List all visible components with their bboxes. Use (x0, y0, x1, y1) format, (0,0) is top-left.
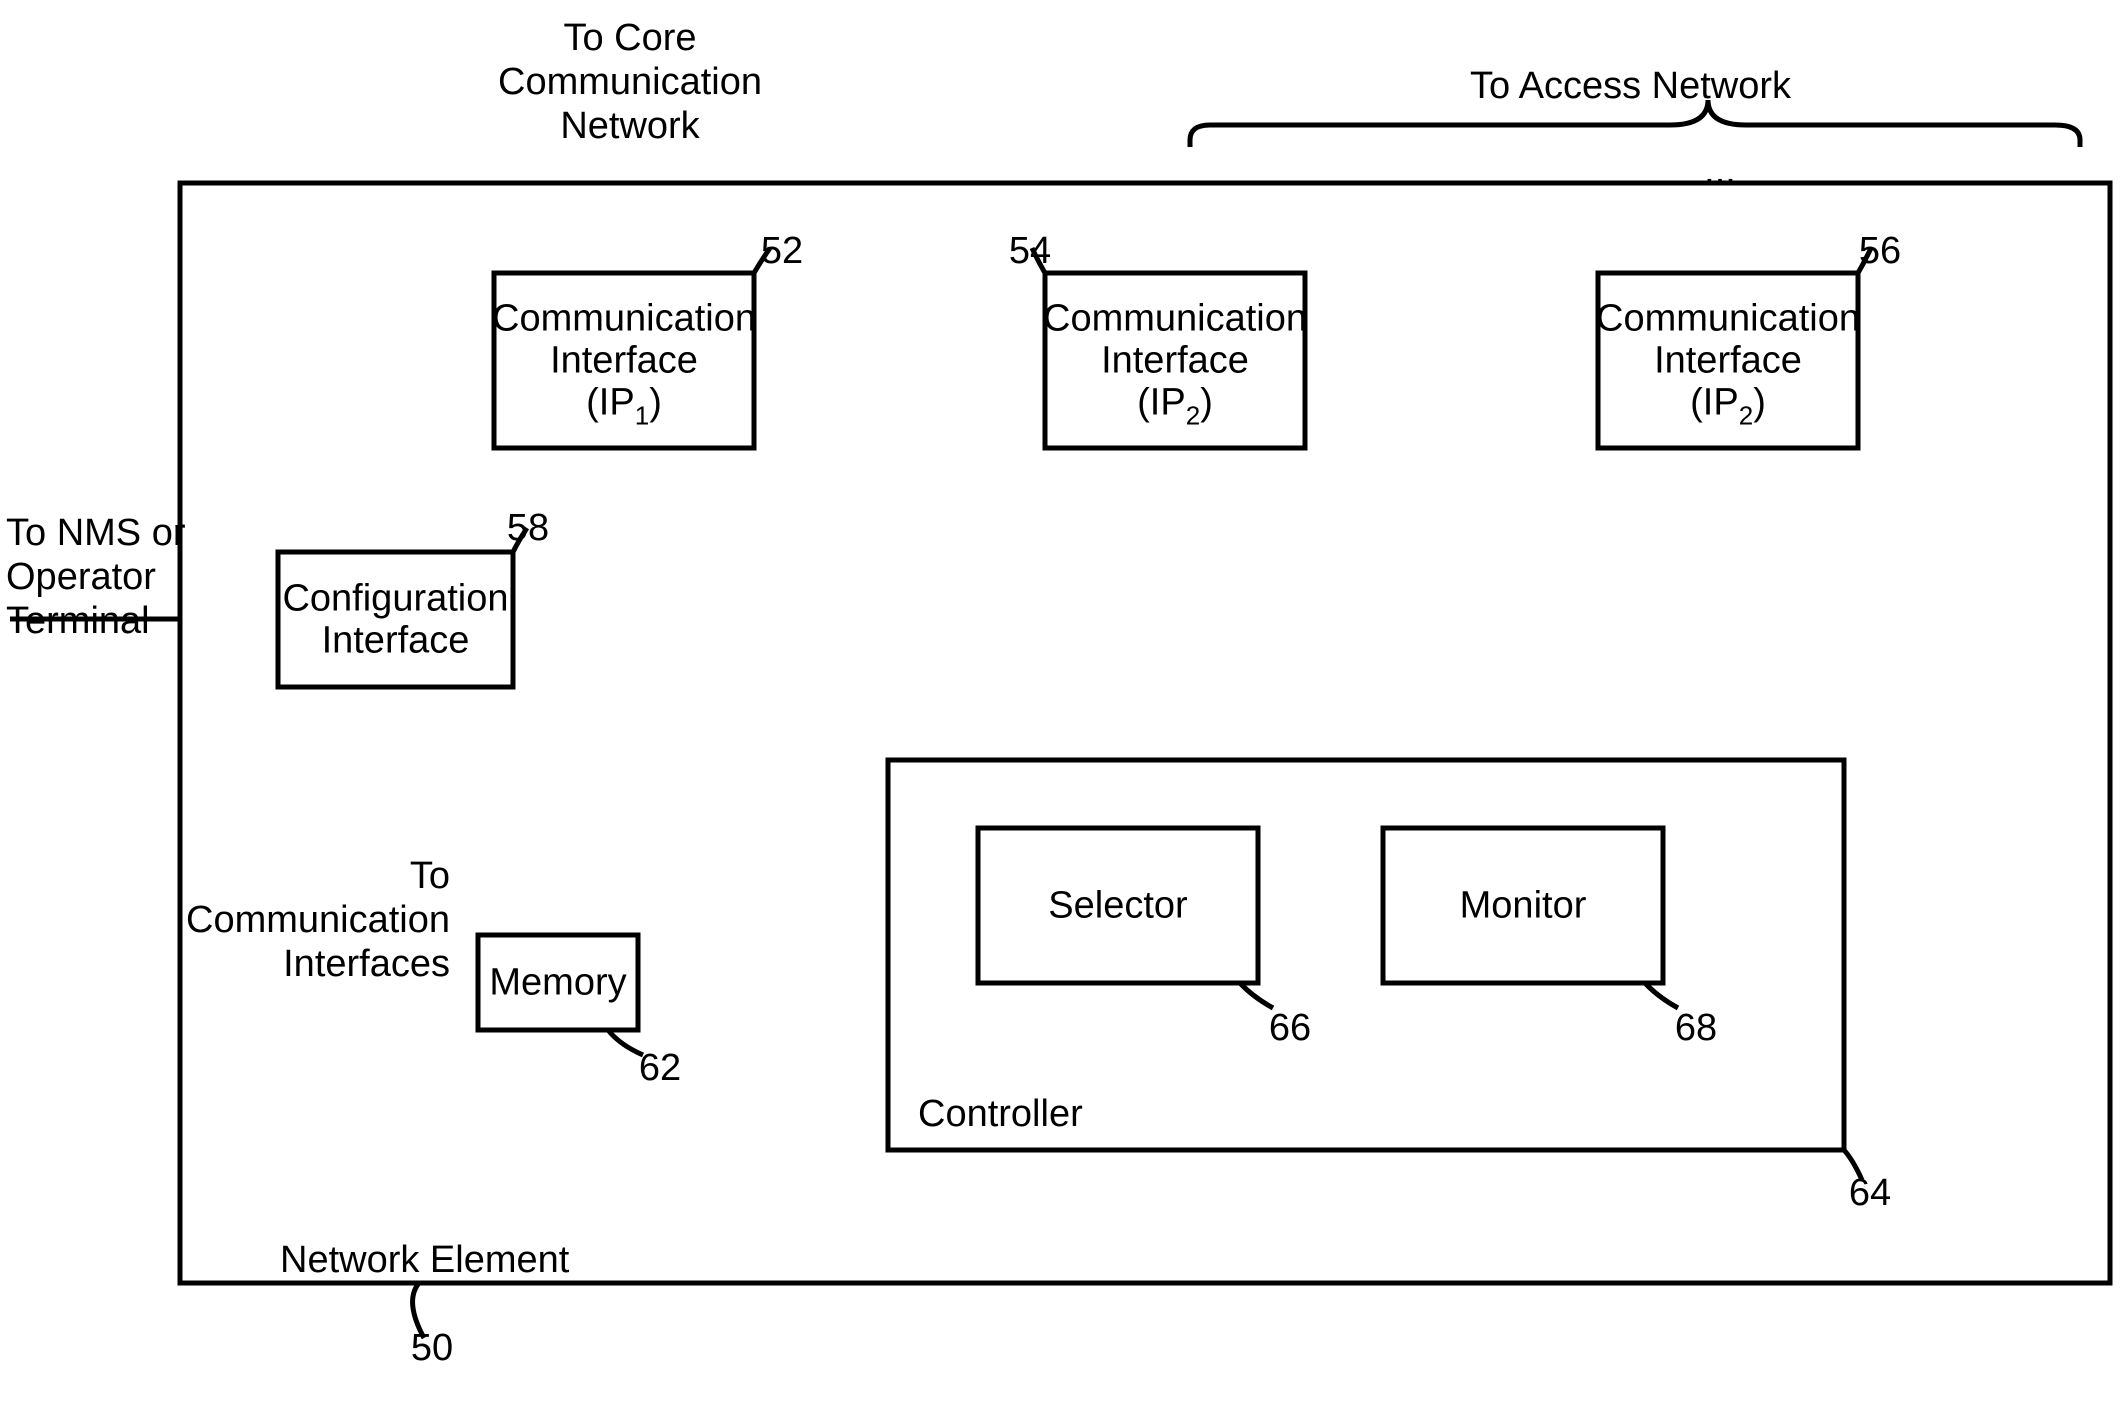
svg-text:Interface: Interface (322, 620, 470, 662)
svg-text:(IP1): (IP1) (586, 382, 662, 431)
svg-text:To: To (410, 855, 450, 897)
svg-text:Interface: Interface (1101, 340, 1249, 382)
ext-access: To Access Network (1470, 65, 1792, 107)
svg-text:56: 56 (1859, 230, 1901, 272)
ext-core: To CoreCommunicationNetwork (498, 17, 762, 147)
e-brace (1190, 100, 2080, 147)
svg-text:Communication: Communication (1043, 298, 1307, 340)
svg-text:Configuration: Configuration (282, 578, 508, 620)
svg-text:Network: Network (560, 105, 700, 147)
svg-text:Memory: Memory (489, 962, 626, 1004)
svg-text:Terminal: Terminal (6, 600, 150, 642)
svg-text:To NMS or: To NMS or (6, 512, 186, 554)
svg-text:Interface: Interface (550, 340, 698, 382)
svg-text:...: ... (1704, 150, 1736, 192)
svg-text:52: 52 (761, 230, 803, 272)
svg-text:Communication: Communication (492, 298, 756, 340)
svg-text:Controller: Controller (918, 1093, 1083, 1135)
svg-text:(IP2): (IP2) (1690, 382, 1766, 431)
network-element-diagram: To CoreCommunicationNetworkTo Access Net… (0, 0, 2126, 1409)
svg-text:Communication: Communication (1596, 298, 1860, 340)
svg-text:Communication: Communication (186, 899, 450, 941)
svg-text:Network Element: Network Element (280, 1239, 570, 1281)
svg-text:Monitor: Monitor (1460, 885, 1587, 927)
svg-text:Interface: Interface (1654, 340, 1802, 382)
svg-text:58: 58 (507, 507, 549, 549)
svg-text:62: 62 (639, 1047, 681, 1089)
svg-text:Selector: Selector (1048, 885, 1188, 927)
svg-text:Operator: Operator (6, 556, 156, 598)
ext-nms: To NMS orOperatorTerminal (6, 512, 186, 642)
svg-text:68: 68 (1675, 1007, 1717, 1049)
svg-text:(IP2): (IP2) (1137, 382, 1213, 431)
svg-text:66: 66 (1269, 1007, 1311, 1049)
svg-text:64: 64 (1849, 1172, 1891, 1214)
svg-text:54: 54 (1009, 230, 1051, 272)
svg-text:Interfaces: Interfaces (283, 943, 450, 985)
svg-text:Communication: Communication (498, 61, 762, 103)
svg-text:To Core: To Core (563, 17, 696, 59)
svg-text:50: 50 (411, 1327, 453, 1369)
svg-text:To Access Network: To Access Network (1470, 65, 1792, 107)
dots-top: ... (1704, 150, 1736, 192)
